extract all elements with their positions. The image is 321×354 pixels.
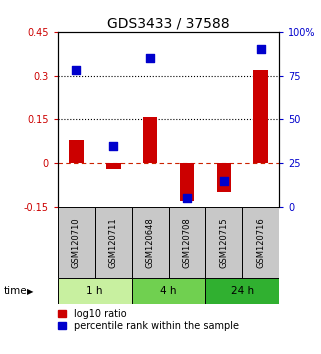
Text: 24 h: 24 h bbox=[231, 286, 254, 296]
Bar bbox=[69, 140, 83, 163]
Bar bbox=[106, 163, 120, 169]
Point bbox=[184, 195, 189, 201]
Text: GSM120648: GSM120648 bbox=[145, 217, 155, 268]
Point bbox=[221, 178, 226, 184]
Title: GDS3433 / 37588: GDS3433 / 37588 bbox=[107, 17, 230, 31]
Bar bbox=[132, 278, 205, 304]
Bar bbox=[253, 70, 268, 163]
Bar bbox=[143, 116, 157, 163]
Bar bbox=[58, 278, 132, 304]
Text: GSM120715: GSM120715 bbox=[219, 217, 229, 268]
Text: GSM120711: GSM120711 bbox=[108, 217, 118, 268]
Point bbox=[110, 143, 116, 149]
Bar bbox=[132, 207, 169, 278]
Bar bbox=[216, 163, 231, 193]
Point bbox=[74, 68, 79, 73]
Text: GSM120716: GSM120716 bbox=[256, 217, 265, 268]
Bar bbox=[205, 207, 242, 278]
Bar bbox=[205, 278, 279, 304]
Text: GSM120710: GSM120710 bbox=[72, 217, 81, 268]
Text: 4 h: 4 h bbox=[160, 286, 177, 296]
Text: time: time bbox=[3, 286, 27, 296]
Text: GSM120708: GSM120708 bbox=[182, 217, 192, 268]
Legend: log10 ratio, percentile rank within the sample: log10 ratio, percentile rank within the … bbox=[58, 309, 239, 331]
Bar bbox=[58, 207, 95, 278]
Point bbox=[258, 46, 263, 52]
Bar bbox=[169, 207, 205, 278]
Text: 1 h: 1 h bbox=[86, 286, 103, 296]
Bar bbox=[95, 207, 132, 278]
Bar bbox=[242, 207, 279, 278]
Point bbox=[147, 55, 153, 61]
Text: ▶: ▶ bbox=[27, 287, 34, 296]
Bar bbox=[179, 163, 194, 201]
